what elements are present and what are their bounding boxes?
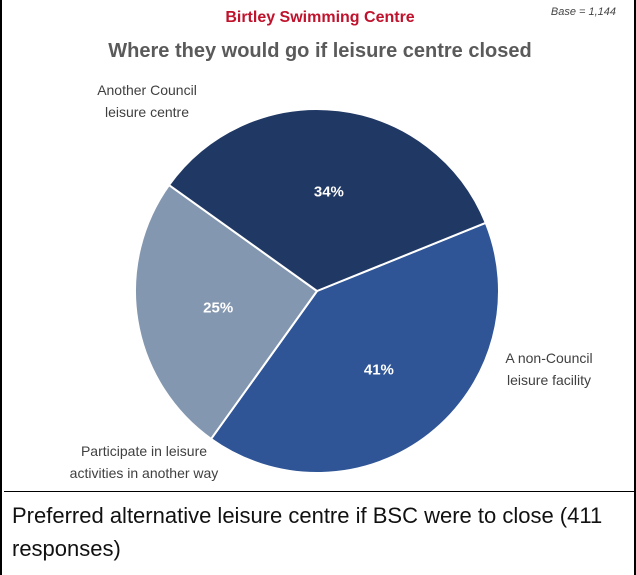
category-label-line: A non-Council [505,350,592,366]
category-label-participate-in-leisure-activities-in-another-way: Participate in leisure activities in anot… [70,443,219,481]
pie-slice-another-council-leisure-centre [168,108,487,292]
chart-subtitle: Where they would go if leisure centre cl… [108,40,532,62]
value-label-a-non-council-leisure-facility: 41% [364,362,394,379]
pie-value-labels: 41% 25% 34% [203,184,394,379]
chart-container: Base = 1,144 Birtley Swimming Centre Whe… [4,0,636,492]
pie-chart: 41% 25% 34% A non-Council leisure facility P… [70,82,593,481]
category-label-another-council-leisure-centre: Another Council leisure centre [97,82,197,120]
category-label-line: leisure facility [507,372,591,388]
figure-caption: Preferred alternative leisure centre if … [12,503,603,561]
value-label-another-council-leisure-centre: 34% [314,184,344,201]
category-label-line: Participate in leisure [81,443,207,459]
pie-slices [134,108,500,474]
value-label-participate-in-leisure-activities-in-another-way: 25% [203,299,233,316]
pie-slice-participate-in-leisure-activities-in-another-way [134,184,318,440]
pie-category-labels: A non-Council leisure facility Participate… [70,82,593,481]
pie-slice-a-non-council-leisure-facility [210,221,500,474]
category-label-line: leisure centre [105,104,189,120]
category-label-line: Another Council [97,82,197,98]
category-label-a-non-council-leisure-facility: A non-Council leisure facility [505,350,592,388]
base-note: Base = 1,144 [550,6,616,18]
category-label-line: activities in another way [70,465,219,481]
chart-title: Birtley Swimming Centre [225,9,415,26]
